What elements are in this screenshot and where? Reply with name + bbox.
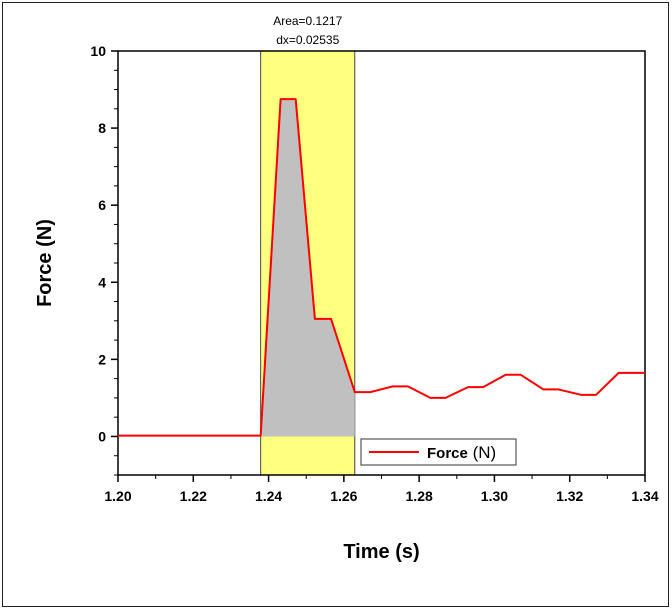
- x-tick-label: 1.24: [255, 488, 282, 504]
- x-tick-label: 1.32: [556, 488, 583, 504]
- plot-layer: 1.20 1.22 1.24 1.26 1.28 1.30 1.32 1.34 0 2 4 6 8 10: [90, 43, 658, 504]
- legend-label: Force (N): [427, 443, 496, 462]
- legend-label-bold: Force: [427, 445, 468, 462]
- integrated-area: [260, 99, 355, 437]
- force-series-line: [118, 98, 645, 437]
- chart-canvas: 1.20 1.22 1.24 1.26 1.28 1.30 1.32 1.340246810 …: [34, 14, 659, 563]
- legend: Force (N): [360, 438, 517, 466]
- y-tick-label: 10: [90, 43, 106, 59]
- area-annotation: Area=0.1217: [273, 14, 342, 28]
- x-tick-label: 1.28: [406, 488, 433, 504]
- legend-box: [360, 438, 517, 466]
- y-axis-title: Force (N): [34, 219, 56, 307]
- x-tick-label: 1.20: [104, 488, 131, 504]
- y-tick-label: 4: [98, 274, 106, 290]
- plot-frame: [117, 50, 646, 476]
- legend-label-unit: (N): [468, 443, 496, 462]
- x-tick-label: 1.22: [180, 488, 207, 504]
- y-tick-label: 2: [98, 351, 106, 367]
- y-tick-label: 6: [98, 197, 106, 213]
- x-tick-label: 1.30: [481, 488, 508, 504]
- x-tick-label: 1.34: [631, 488, 658, 504]
- dx-annotation: dx=0.02535: [276, 33, 339, 47]
- x-axis-title: Time (s): [343, 541, 419, 563]
- chart-frame: 1.20 1.22 1.24 1.26 1.28 1.30 1.32 1.34 0 2 4 6 8 10 …: [2, 2, 669, 607]
- x-tick-label: 1.26: [330, 488, 357, 504]
- y-tick-label: 8: [98, 120, 106, 136]
- y-tick-label: 0: [98, 428, 106, 444]
